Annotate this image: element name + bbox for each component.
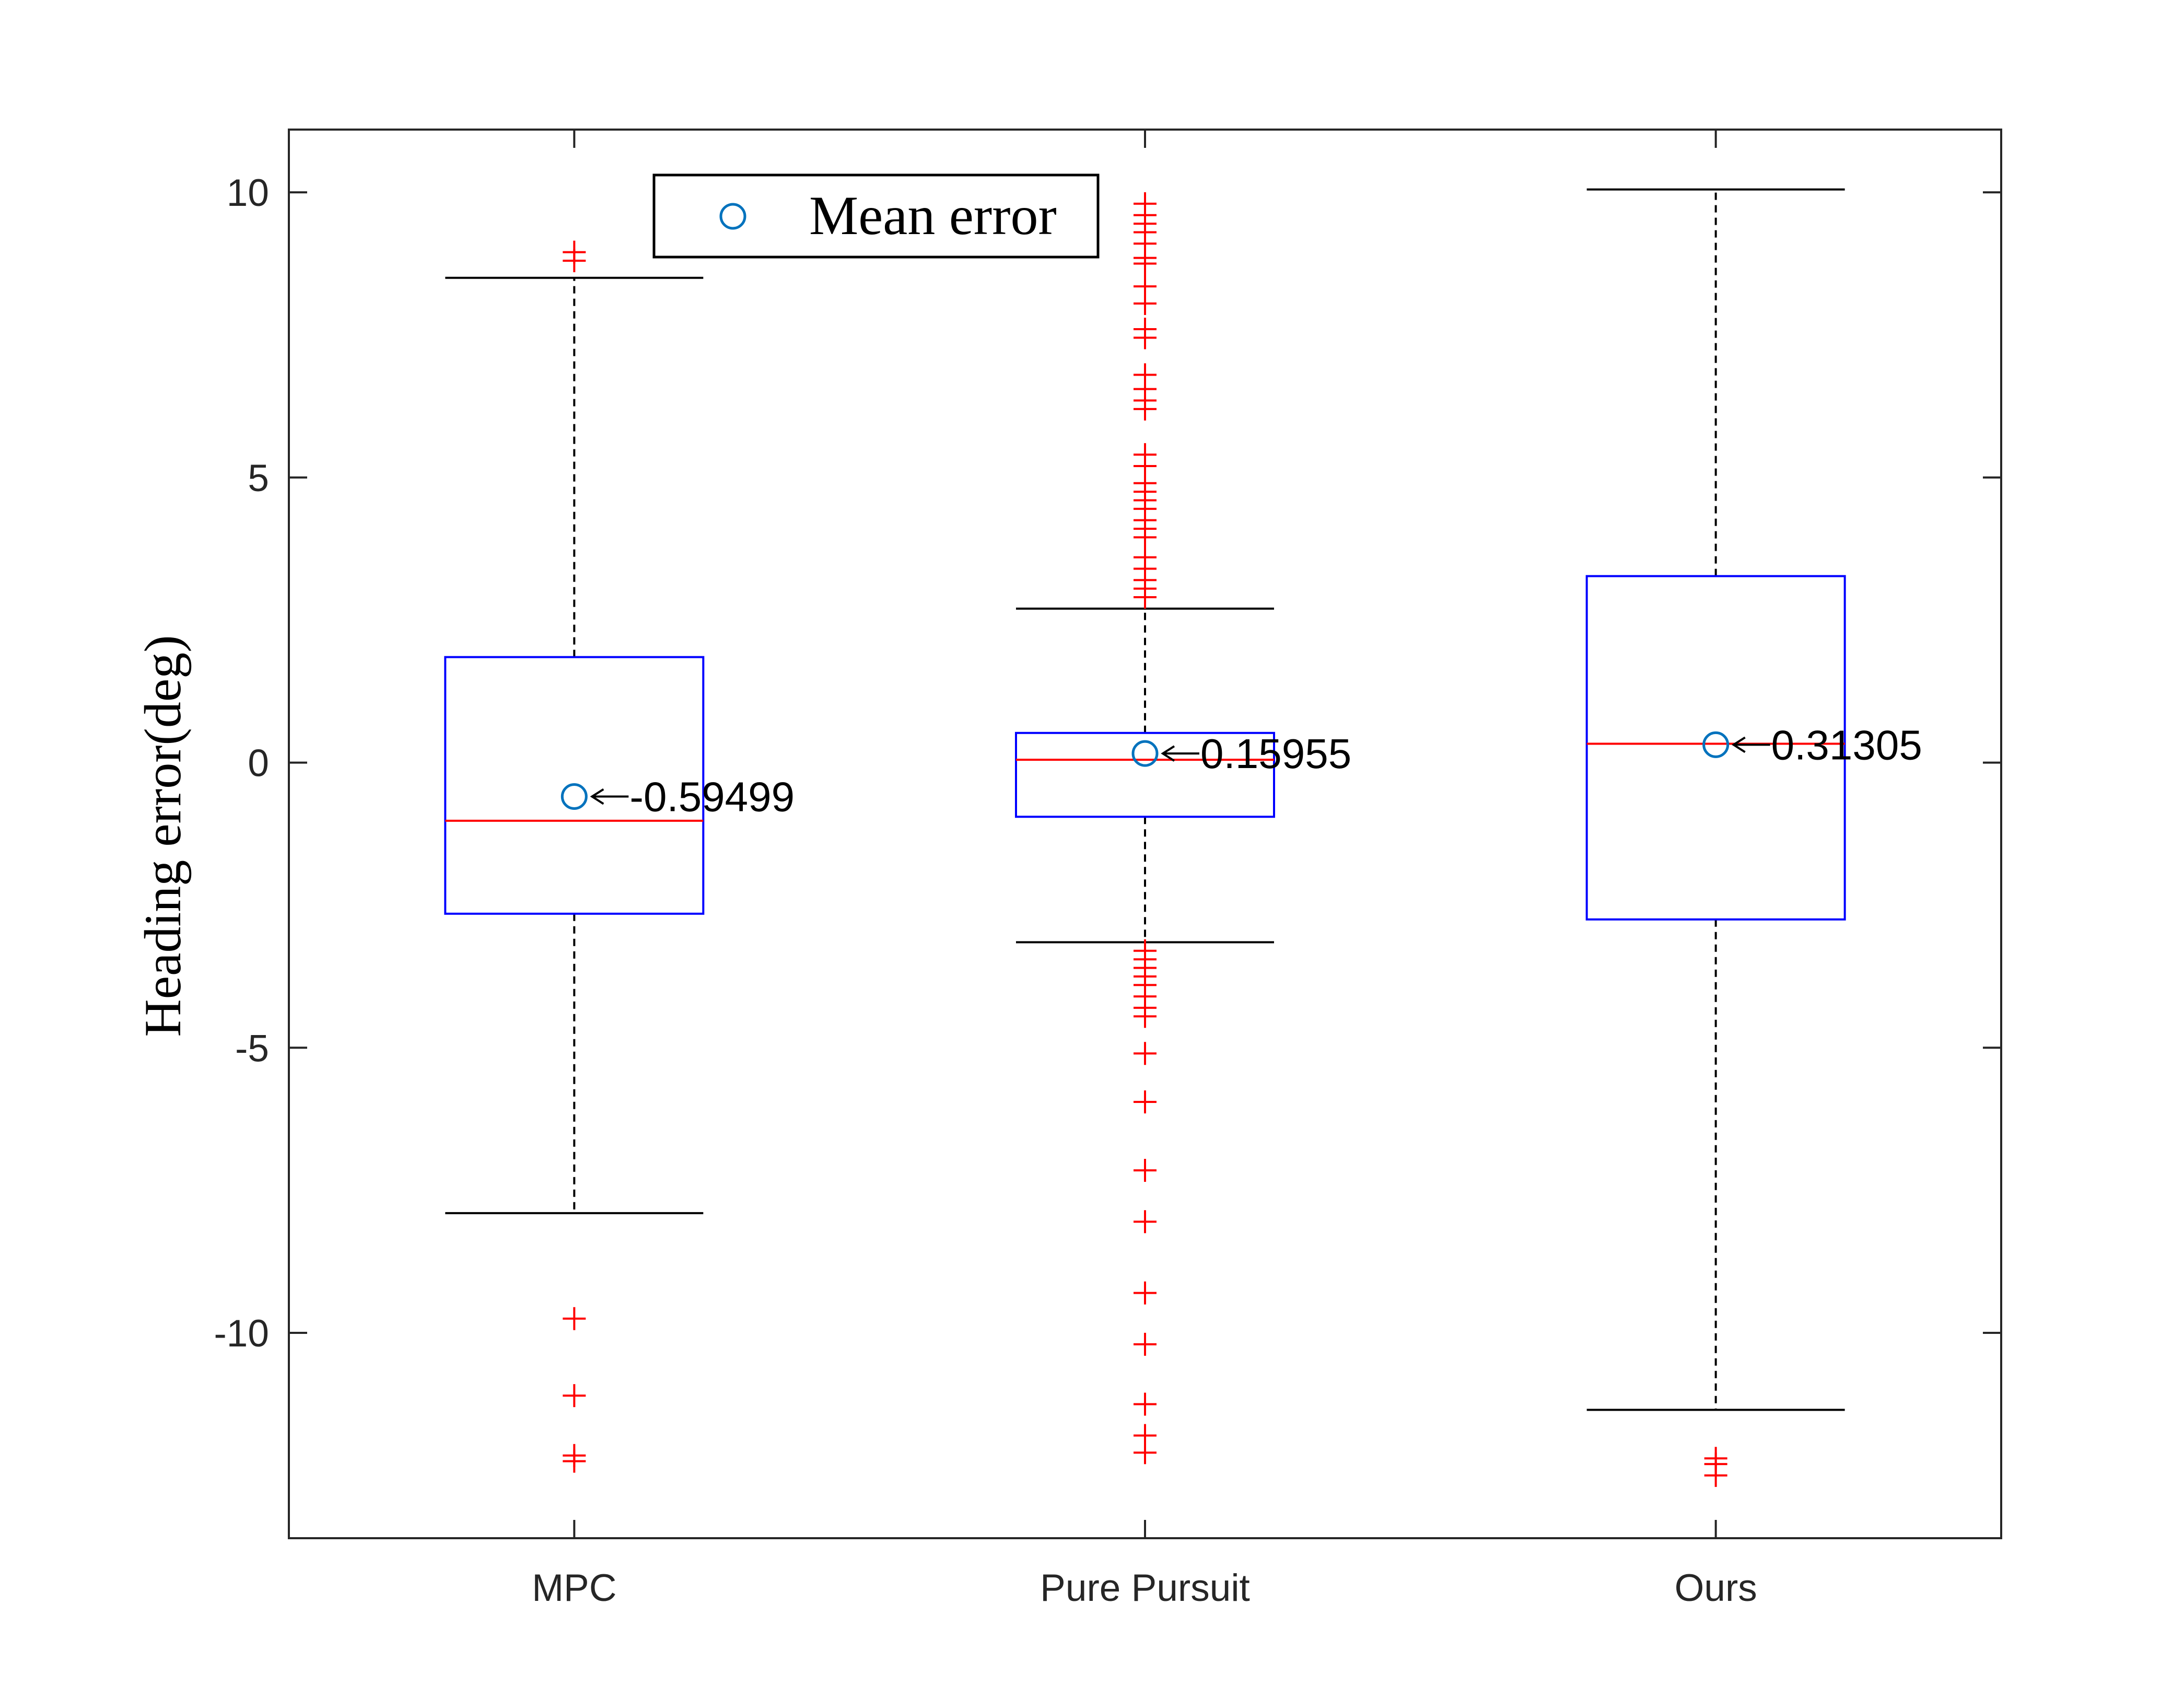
y-tick-label: 5	[248, 457, 269, 499]
outlier-point	[563, 249, 586, 273]
outlier-point	[1704, 1463, 1727, 1487]
outlier-point	[563, 1449, 586, 1473]
outlier-point	[1134, 586, 1157, 609]
box-group-pure-pursuit: 0.15955	[1015, 192, 1351, 1465]
outlier-point	[1134, 1042, 1157, 1065]
outlier-point	[1134, 1005, 1157, 1028]
outlier-point	[1134, 397, 1157, 421]
box-group-mpc: -0.59499	[444, 240, 795, 1473]
mean-marker	[1131, 740, 1159, 767]
iqr-box	[1015, 731, 1275, 818]
y-tick-label: 0	[248, 742, 269, 785]
outlier-point	[1134, 1158, 1157, 1182]
outlier-point	[1134, 1441, 1157, 1465]
x-tick-label: Pure Pursuit	[1040, 1567, 1250, 1609]
x-axis: MPC Pure Pursuit Ours	[532, 130, 1757, 1609]
mean-annotation: 0.31305	[1771, 722, 1922, 768]
iqr-box	[444, 656, 705, 915]
mean-annotation: -0.59499	[629, 774, 795, 820]
outlier-point	[1134, 252, 1157, 275]
legend-box	[652, 173, 1100, 259]
y-axis: 10 5 0 -5 -10	[214, 172, 2001, 1355]
annotation-arrowhead	[590, 788, 604, 805]
outlier-point	[563, 1384, 586, 1408]
y-axis-label: Heading error(deg)	[134, 635, 192, 1037]
legend-label: Mean error	[809, 185, 1057, 246]
box-group-ours: 0.31305	[1585, 188, 1922, 1487]
mean-annotation: 0.15955	[1200, 730, 1351, 777]
outlier-point	[1134, 526, 1157, 549]
x-tick-label: MPC	[532, 1567, 616, 1609]
mean-marker	[560, 783, 588, 810]
legend-circle-marker-icon	[719, 203, 746, 230]
outlier-point	[1134, 1332, 1157, 1356]
mean-marker	[1702, 731, 1730, 758]
y-tick-label: -5	[235, 1027, 269, 1070]
outlier-point	[1134, 292, 1157, 315]
legend: Mean error	[652, 173, 1100, 259]
outlier-point	[1134, 326, 1157, 350]
outlier-point	[1134, 1090, 1157, 1114]
outlier-point	[1134, 1392, 1157, 1416]
outlier-point	[1134, 1210, 1157, 1234]
outlier-point	[563, 1307, 586, 1330]
iqr-box	[1585, 575, 1846, 921]
annotation-arrowhead	[1731, 736, 1746, 753]
annotation-arrowhead	[1161, 745, 1175, 762]
y-tick-label: -10	[214, 1312, 269, 1355]
x-tick-label: Ours	[1675, 1567, 1757, 1609]
plot-area: -0.59499 0.15955 0.31305	[444, 188, 1922, 1487]
outlier-point	[1134, 1281, 1157, 1305]
y-tick-label: 10	[227, 172, 269, 214]
